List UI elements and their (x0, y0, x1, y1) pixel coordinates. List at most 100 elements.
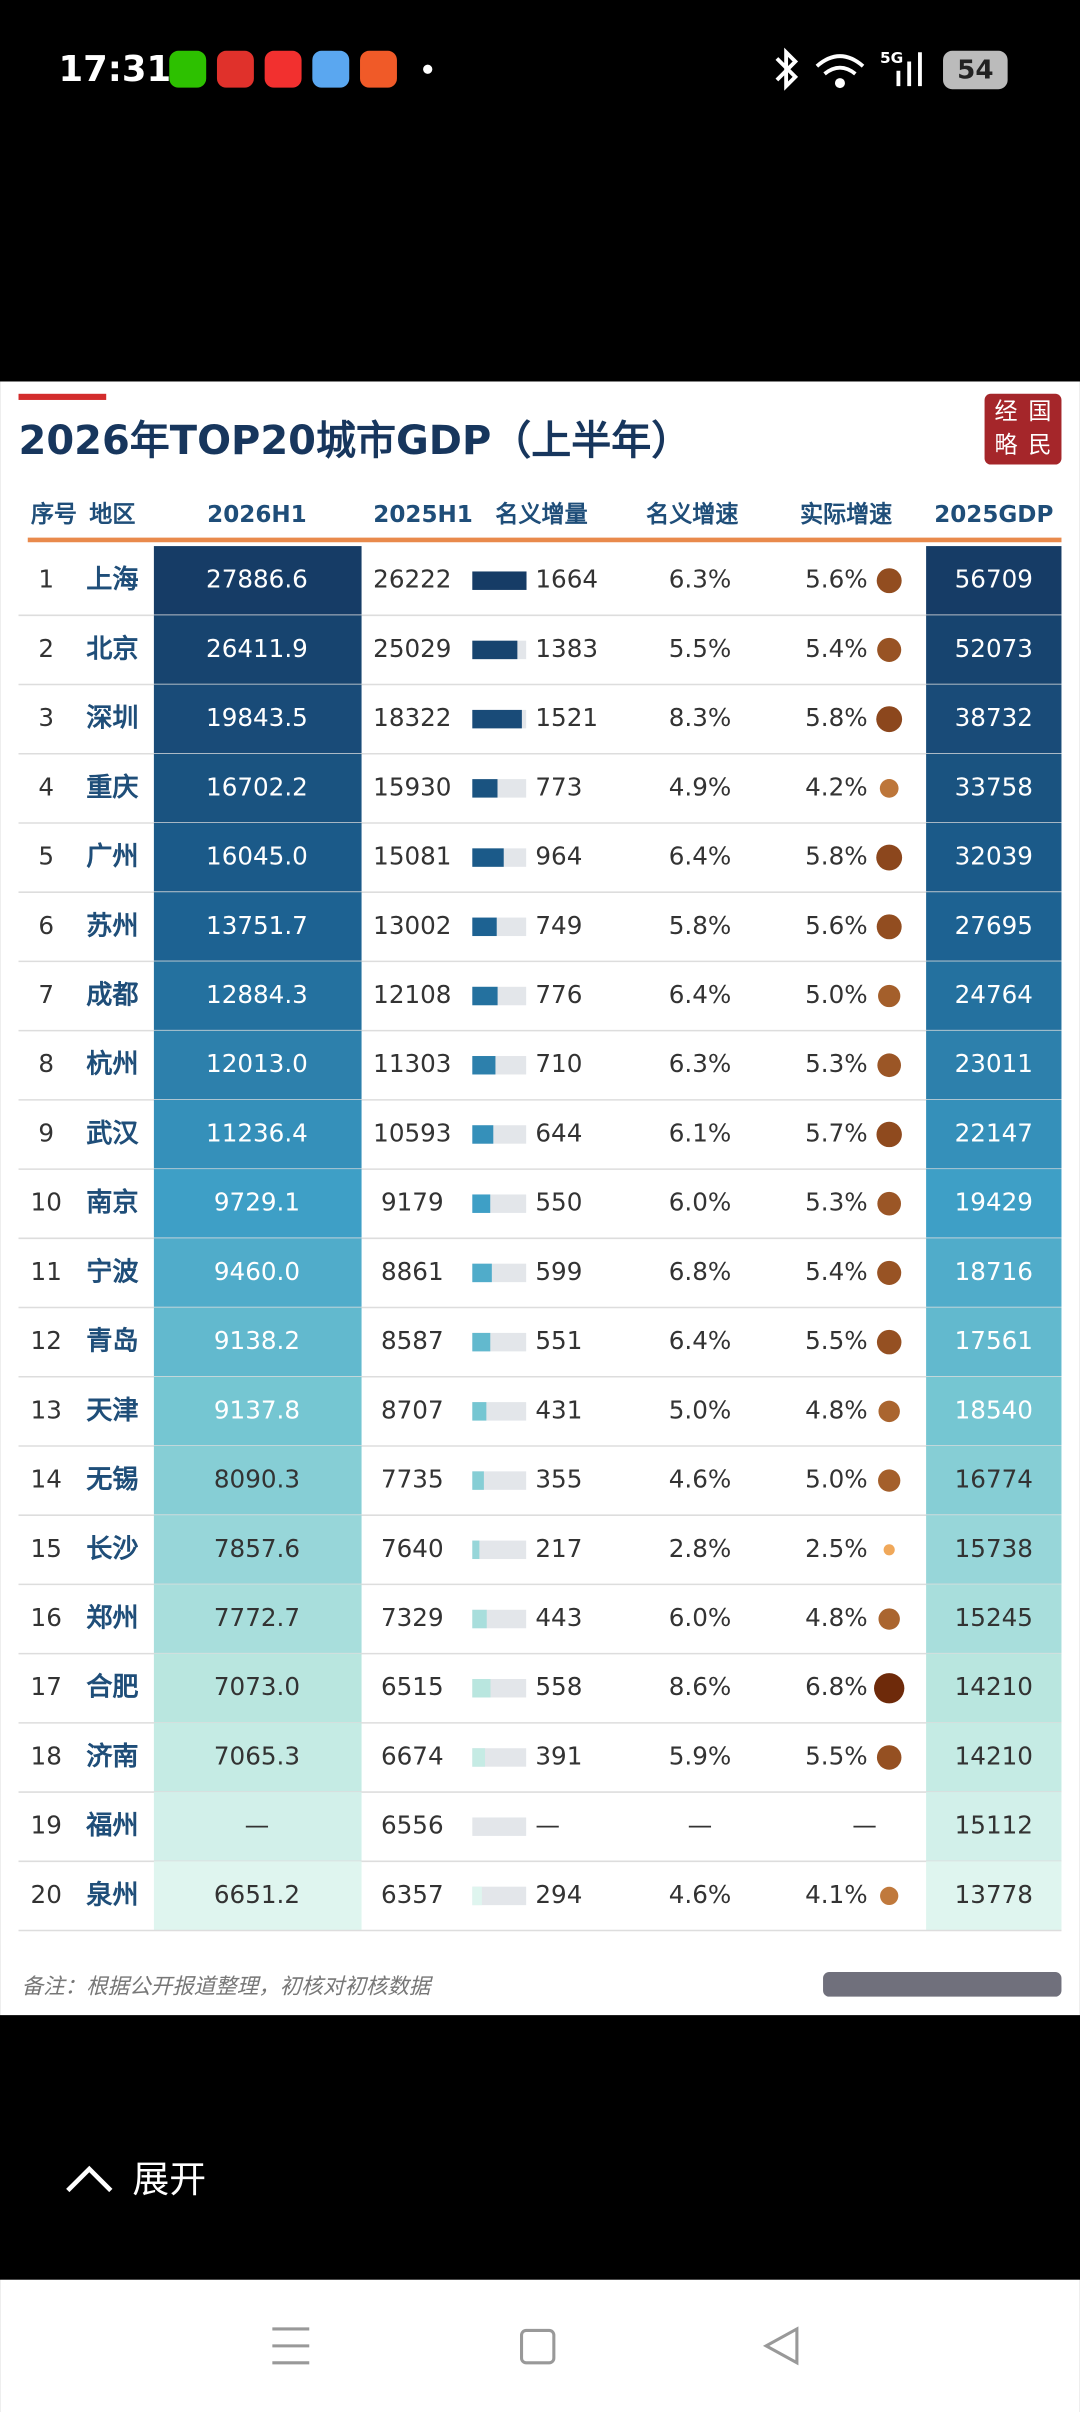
increment-bar (472, 986, 498, 1006)
cell-bg (926, 1515, 1062, 1585)
column-header: 2026H1 (207, 502, 307, 528)
cell-bg (153, 1792, 362, 1862)
gdp-2025: 23011 (955, 1049, 1033, 1078)
increment: 644 (535, 1118, 582, 1147)
nominal-growth: 5.5% (669, 634, 732, 663)
h1-2025: 18322 (373, 703, 451, 732)
nominal-growth: 5.9% (669, 1741, 732, 1770)
cell-bg (153, 961, 362, 1031)
increment: 749 (535, 911, 582, 940)
gdp-2025: 14210 (955, 1672, 1033, 1701)
h1-2026: 7073.0 (214, 1672, 300, 1701)
city: 成都 (86, 981, 138, 1011)
nominal-growth: 4.6% (669, 1465, 732, 1494)
rank: 11 (31, 1257, 62, 1286)
cell-bg (153, 1861, 362, 1931)
back-button[interactable] (762, 2326, 799, 2366)
real-growth: 5.8% (805, 703, 868, 732)
gdp-2025: 18540 (955, 1395, 1033, 1424)
nominal-growth: 2.8% (669, 1534, 732, 1563)
cell-bg (926, 1861, 1062, 1931)
increment-track (472, 1471, 527, 1490)
increment: 776 (535, 980, 582, 1009)
cell-bg (153, 684, 362, 754)
real-growth-dot (877, 1191, 902, 1216)
nominal-growth: 6.8% (669, 1257, 732, 1286)
nominal-growth: 6.4% (669, 842, 732, 871)
cell-bg (926, 753, 1062, 823)
nominal-growth: 6.0% (669, 1603, 732, 1632)
increment-bar (472, 1332, 491, 1352)
h1-2025: 26222 (373, 565, 451, 594)
h1-2025: 7329 (381, 1603, 444, 1632)
h1-2026: 11236.4 (206, 1118, 308, 1147)
cell-bg (926, 684, 1062, 754)
rank: 20 (31, 1880, 62, 1909)
increment-track (472, 1817, 527, 1836)
cell-bg (926, 1722, 1062, 1793)
city: 重庆 (86, 772, 138, 803)
nominal-growth: 6.4% (669, 1326, 732, 1355)
real-growth: 2.5% (805, 1534, 868, 1563)
increment: 294 (535, 1880, 582, 1909)
rank: 4 (38, 772, 54, 801)
increment-bar (472, 709, 522, 729)
city: 杭州 (86, 1049, 138, 1080)
h1-2025: 12108 (373, 980, 451, 1009)
increment: 1664 (535, 565, 598, 594)
nominal-growth: — (688, 1811, 713, 1840)
app-icons (169, 50, 433, 88)
real-growth: 5.6% (805, 911, 868, 940)
city: 上海 (86, 565, 138, 595)
real-growth-dot (877, 637, 902, 662)
h1-2026: 7772.7 (214, 1603, 300, 1632)
rank: 15 (31, 1534, 62, 1563)
city: 南京 (86, 1187, 138, 1218)
h1-2026: 6651.2 (214, 1880, 300, 1909)
nominal-growth: 6.3% (669, 565, 732, 594)
h1-2026: 13751.7 (206, 911, 308, 940)
real-growth-dot (876, 1329, 902, 1355)
real-growth-dot (877, 1260, 902, 1285)
rank: 12 (31, 1326, 62, 1355)
expand-button[interactable]: 展开 (66, 2158, 206, 2201)
cell-bg (153, 892, 362, 962)
real-growth: 4.2% (805, 772, 868, 801)
nominal-growth: 6.1% (669, 1118, 732, 1147)
real-growth: 5.0% (805, 1465, 868, 1494)
real-growth-dot (876, 1121, 902, 1148)
h1-2025: 7640 (381, 1534, 444, 1563)
h1-2026: 26411.9 (206, 634, 308, 663)
gdp-2025: 17561 (955, 1326, 1033, 1355)
real-growth: 5.4% (805, 1257, 868, 1286)
cell-bg (153, 753, 362, 823)
gdp-2025: 22147 (955, 1118, 1033, 1147)
h1-2025: 9179 (381, 1188, 444, 1217)
logo-char: 国 (1028, 399, 1051, 425)
home-button[interactable] (520, 2328, 556, 2365)
city: 广州 (86, 842, 138, 872)
increment-bar (472, 1748, 486, 1767)
city: 天津 (86, 1396, 138, 1426)
h1-2025: 10593 (373, 1118, 451, 1147)
increment-bar (472, 779, 498, 798)
real-growth-dot (878, 1608, 900, 1630)
nominal-growth: 6.4% (669, 980, 732, 1009)
expand-label[interactable]: 展开 (132, 2158, 206, 2201)
menu-button[interactable] (272, 2327, 310, 2365)
note: 备注：根据公开报道整理，初核对初核数据 (22, 1974, 434, 1999)
source-logo (823, 1972, 1062, 1997)
increment: 431 (535, 1395, 582, 1424)
real-growth: 5.4% (805, 634, 868, 663)
nominal-growth: 6.3% (669, 1049, 732, 1078)
cell-bg (153, 1169, 362, 1239)
cell-bg (926, 892, 1062, 962)
cell-bg (926, 1584, 1062, 1654)
city: 郑州 (86, 1604, 138, 1634)
cell-bg (153, 1722, 362, 1793)
increment-bar (472, 1056, 496, 1075)
h1-2025: 15930 (373, 772, 451, 801)
cell-bg (153, 1307, 362, 1377)
gdp-2025: 56709 (955, 565, 1033, 594)
